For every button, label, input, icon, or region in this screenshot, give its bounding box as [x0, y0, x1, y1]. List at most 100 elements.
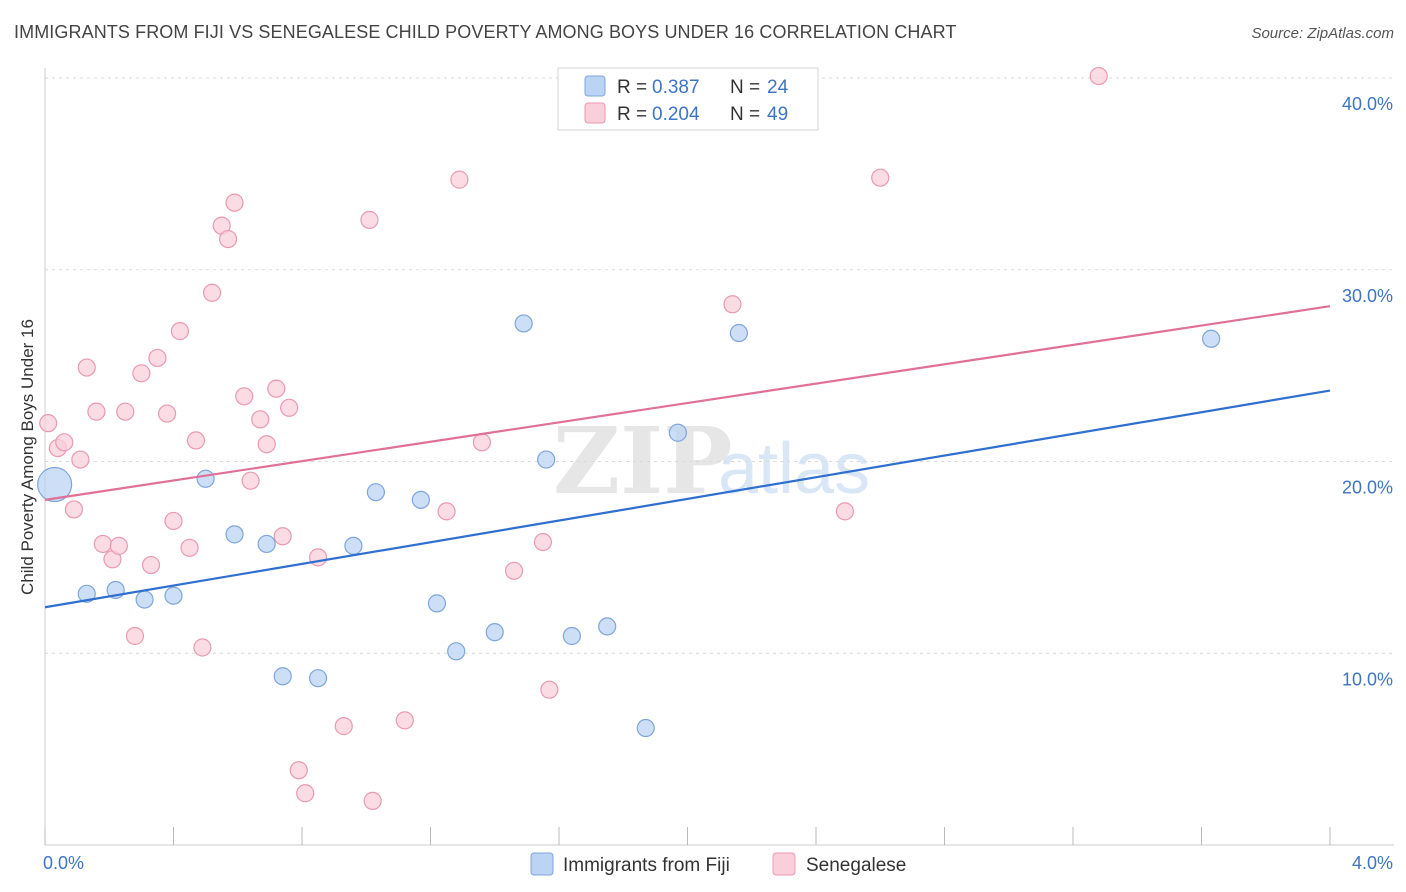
data-point: [366, 483, 385, 502]
data-point: [164, 586, 183, 605]
correlation-legend: R = 0.387 N = 24 R = 0.204 N = 49: [557, 67, 819, 131]
data-point: [219, 229, 238, 249]
axes: [44, 68, 1394, 846]
data-point: [55, 433, 74, 452]
series-senegalese-points: [39, 66, 1108, 810]
data-point: [241, 471, 260, 490]
series-fiji-points: [37, 314, 1221, 738]
trend-line-senegalese: [44, 305, 1331, 501]
data-point: [157, 404, 177, 423]
data-point: [125, 626, 145, 646]
data-point: [93, 534, 112, 554]
trend-line-fiji: [44, 389, 1331, 609]
data-point: [562, 626, 581, 646]
legend-n-label-fiji: N =: [730, 77, 760, 98]
data-point: [668, 423, 687, 442]
legend-swatch-senegalese: [584, 102, 606, 124]
data-point: [533, 532, 553, 552]
data-point: [116, 402, 135, 421]
data-point: [273, 667, 292, 686]
gridlines: [45, 77, 1394, 654]
data-point: [437, 502, 456, 521]
data-point: [225, 525, 244, 544]
legend-n-value-senegalese: 49: [767, 104, 788, 125]
series-legend-swatch-fiji: [530, 852, 554, 876]
data-point: [251, 410, 270, 429]
source-credit: Source: ZipAtlas.com: [1251, 25, 1394, 42]
data-point: [135, 590, 154, 609]
series-legend-label-fiji: Immigrants from Fiji: [563, 855, 730, 876]
legend-r-value-fiji: 0.387: [652, 77, 700, 98]
x-tick-label: 4.0%: [1352, 853, 1393, 873]
data-point: [225, 193, 244, 212]
legend-r-label-senegalese: R =: [617, 104, 647, 125]
data-point: [148, 348, 167, 368]
series-legend-label-senegalese: Senegalese: [806, 855, 906, 876]
data-point: [186, 431, 206, 450]
data-point: [71, 450, 90, 469]
data-point: [447, 642, 466, 661]
series-legend-swatch-senegalese: [772, 852, 796, 876]
legend-n-value-fiji: 24: [767, 77, 789, 98]
y-tick-label: 40.0%: [1342, 94, 1393, 114]
legend-r-value-senegalese: 0.204: [652, 104, 700, 125]
y-tick-label: 10.0%: [1342, 669, 1393, 689]
data-point: [450, 170, 469, 189]
data-point: [257, 534, 276, 554]
data-point: [132, 364, 151, 383]
y-axis-title: Child Poverty Among Boys Under 16: [18, 319, 37, 595]
data-point: [485, 623, 504, 642]
data-point: [395, 711, 414, 730]
data-point: [308, 669, 328, 688]
data-point: [109, 536, 128, 555]
data-point: [427, 594, 447, 613]
data-point: [1089, 66, 1108, 86]
data-point: [267, 379, 286, 398]
y-tick-labels: 10.0% 20.0% 30.0% 40.0%: [1342, 94, 1393, 689]
data-point: [504, 561, 524, 580]
data-point: [363, 791, 382, 810]
data-point: [472, 433, 491, 452]
data-point: [289, 761, 308, 780]
trend-lines: [44, 305, 1331, 609]
data-point: [164, 511, 183, 531]
data-point: [235, 387, 254, 406]
data-point: [598, 617, 617, 636]
data-point: [723, 295, 742, 314]
data-point: [193, 638, 212, 657]
data-point: [636, 718, 655, 738]
x-tick-labels: 0.0% 4.0%: [43, 853, 1393, 873]
data-point: [196, 469, 215, 488]
data-point: [170, 322, 190, 341]
data-point: [37, 466, 73, 503]
watermark-atlas: atlas: [718, 429, 870, 509]
chart-title: IMMIGRANTS FROM FIJI VS SENEGALESE CHILD…: [14, 22, 957, 42]
data-point: [360, 210, 379, 229]
y-tick-label: 20.0%: [1342, 478, 1393, 498]
data-point: [411, 490, 430, 509]
data-point: [540, 680, 559, 699]
x-tick-label: 0.0%: [43, 853, 84, 873]
data-point: [729, 323, 749, 343]
data-point: [344, 536, 363, 555]
data-point: [141, 555, 161, 575]
data-point: [180, 538, 199, 557]
data-point: [871, 168, 890, 187]
data-point: [39, 414, 58, 433]
data-point: [296, 784, 315, 803]
data-point: [64, 500, 84, 519]
data-point: [77, 358, 96, 377]
data-point: [537, 450, 556, 469]
data-point: [1202, 329, 1221, 348]
y-tick-label: 30.0%: [1342, 286, 1393, 306]
data-point: [280, 398, 299, 417]
data-point: [835, 502, 855, 521]
data-point: [308, 548, 328, 567]
data-point: [257, 435, 276, 454]
data-point: [334, 717, 353, 736]
data-point: [77, 584, 96, 603]
data-point: [514, 314, 533, 333]
series-legend: Immigrants from Fiji Senegalese: [530, 852, 906, 876]
data-point: [202, 283, 222, 302]
legend-r-label-fiji: R =: [617, 77, 647, 98]
